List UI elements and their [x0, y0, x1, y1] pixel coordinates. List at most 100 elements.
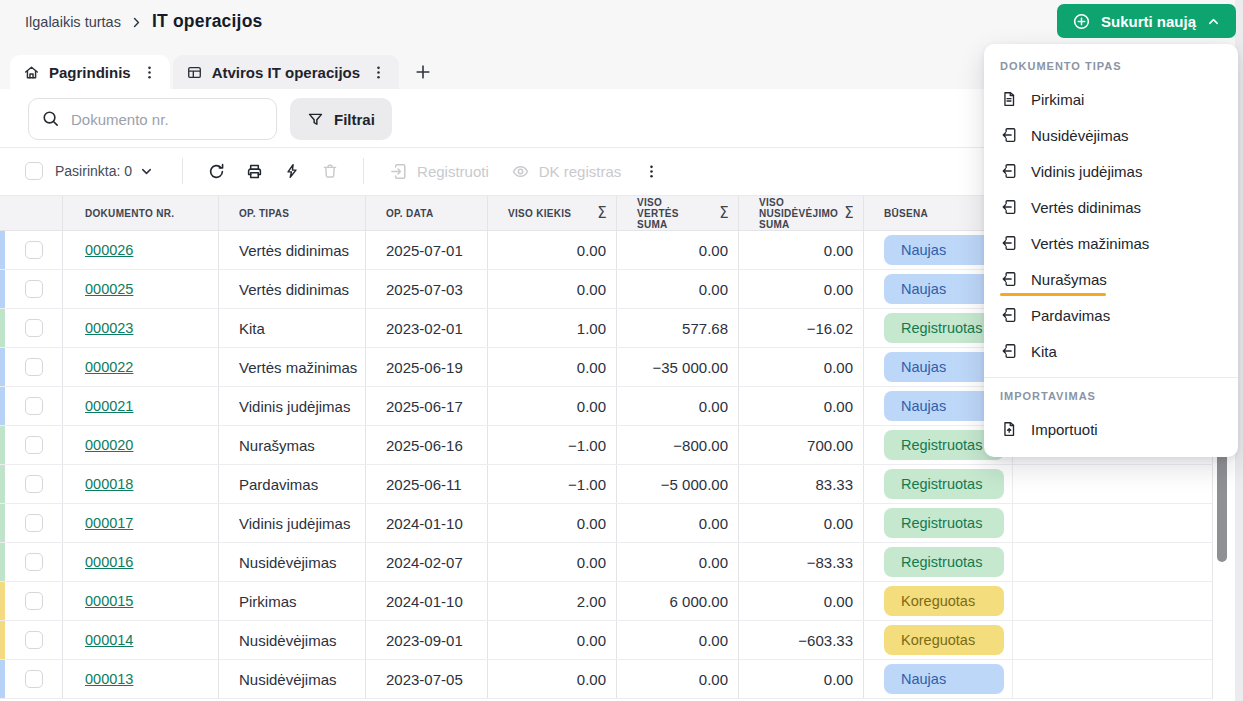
op-date-cell: 2025-06-11: [365, 465, 487, 503]
home-icon: [23, 64, 40, 81]
register-button[interactable]: Registruoti: [389, 162, 489, 181]
col-viso-vertes-suma[interactable]: VISO VERTĖS SUMA Σ: [616, 196, 738, 230]
table-row[interactable]: 000015 Pirkimas 2024-01-10 2.00 6 000.00…: [0, 582, 1213, 621]
file-export-icon: [1000, 126, 1018, 144]
filters-button[interactable]: Filtrai: [290, 98, 392, 140]
row-checkbox[interactable]: [25, 592, 43, 610]
depr-sum-cell: 0.00: [738, 582, 863, 620]
more-actions-button[interactable]: [632, 153, 670, 189]
depr-sum-cell: −16.02: [738, 309, 863, 347]
create-new-button[interactable]: Sukurti naują: [1057, 4, 1236, 38]
col-op-data[interactable]: OP. DATA: [365, 196, 487, 230]
row-checkbox[interactable]: [25, 553, 43, 571]
row-checkbox[interactable]: [25, 319, 43, 337]
tab-atviros-it-operacijos[interactable]: Atviros IT operacijos: [173, 55, 399, 89]
menu-item-kita[interactable]: Kita: [984, 333, 1238, 369]
col-viso-kiekis[interactable]: VISO KIEKIS Σ: [487, 196, 616, 230]
table-row[interactable]: 000014 Nusidėvėjimas 2023-09-01 0.00 0.0…: [0, 621, 1213, 660]
value-sum-cell: −5 000.00: [616, 465, 738, 503]
table-row[interactable]: 000018 Pardavimas 2025-06-11 −1.00 −5 00…: [0, 465, 1213, 504]
document-link[interactable]: 000023: [85, 320, 133, 336]
document-link[interactable]: 000020: [85, 437, 133, 453]
col-op-tipas[interactable]: OP. TIPAS: [218, 196, 365, 230]
op-type-cell: Vertės didinimas: [218, 270, 365, 308]
row-checkbox[interactable]: [25, 358, 43, 376]
menu-item-label: Importuoti: [1031, 421, 1098, 438]
menu-item-importuoti[interactable]: Importuoti: [984, 411, 1238, 447]
menu-item-vertės-didinimas[interactable]: Vertės didinimas: [984, 189, 1238, 225]
row-checkbox[interactable]: [25, 514, 43, 532]
file-export-icon: [1000, 162, 1018, 180]
refresh-button[interactable]: [197, 153, 235, 189]
op-date-cell: 2023-09-01: [365, 621, 487, 659]
op-date-cell: 2025-06-16: [365, 426, 487, 464]
document-link[interactable]: 000016: [85, 554, 133, 570]
document-link[interactable]: 000017: [85, 515, 133, 531]
dk-register-button[interactable]: DK registras: [511, 162, 622, 181]
value-sum-cell: 0.00: [616, 621, 738, 659]
search-input[interactable]: [28, 98, 277, 140]
row-status-stripe: [0, 231, 5, 269]
row-checkbox[interactable]: [25, 280, 43, 298]
menu-item-vertės-mažinimas[interactable]: Vertės mažinimas: [984, 225, 1238, 261]
plus-icon: [414, 63, 432, 81]
document-link[interactable]: 000025: [85, 281, 133, 297]
value-sum-cell: 577.68: [616, 309, 738, 347]
row-checkbox[interactable]: [25, 436, 43, 454]
tab-bar: Pagrindinis Atviros IT operacijos: [10, 55, 444, 89]
document-link[interactable]: 000014: [85, 632, 133, 648]
status-badge: Koreguotas: [884, 625, 1004, 655]
depr-sum-cell: −83.33: [738, 543, 863, 581]
row-checkbox[interactable]: [25, 397, 43, 415]
document-link[interactable]: 000026: [85, 242, 133, 258]
document-link[interactable]: 000015: [85, 593, 133, 609]
qty-cell: 1.00: [487, 309, 616, 347]
value-sum-cell: −35 000.00: [616, 348, 738, 386]
menu-item-pirkimai[interactable]: Pirkimai: [984, 81, 1238, 117]
document-link[interactable]: 000018: [85, 476, 133, 492]
file-export-icon: [1000, 270, 1018, 288]
op-type-cell: Nusidėvėjimas: [218, 543, 365, 581]
menu-item-label: Kita: [1031, 343, 1057, 360]
menu-item-pardavimas[interactable]: Pardavimas: [984, 297, 1238, 333]
empty-cell: [1012, 543, 1213, 581]
document-link[interactable]: 000022: [85, 359, 133, 375]
empty-cell: [1012, 465, 1213, 503]
sum-icon[interactable]: Σ: [844, 208, 863, 219]
delete-button[interactable]: [311, 153, 349, 189]
table-row[interactable]: 000013 Nusidėvėjimas 2023-07-05 0.00 0.0…: [0, 660, 1213, 699]
divider: [182, 158, 183, 184]
value-sum-cell: 0.00: [616, 231, 738, 269]
sum-icon[interactable]: Σ: [597, 208, 616, 219]
tab-kebab-icon[interactable]: [371, 65, 386, 80]
bulk-actions-button[interactable]: [273, 153, 311, 189]
row-checkbox[interactable]: [25, 475, 43, 493]
add-tab-button[interactable]: [402, 55, 444, 89]
table-row[interactable]: 000017 Vidinis judėjimas 2024-01-10 0.00…: [0, 504, 1213, 543]
dk-register-label: DK registras: [539, 163, 622, 180]
grid-icon: [186, 64, 203, 81]
row-checkbox[interactable]: [25, 670, 43, 688]
chevron-down-icon[interactable]: [139, 164, 154, 179]
document-link[interactable]: 000021: [85, 398, 133, 414]
row-status-stripe: [0, 426, 5, 464]
file-export-icon: [1000, 198, 1018, 216]
row-checkbox[interactable]: [25, 241, 43, 259]
menu-item-vidinis-judėjimas[interactable]: Vidinis judėjimas: [984, 153, 1238, 189]
print-button[interactable]: [235, 153, 273, 189]
row-checkbox[interactable]: [25, 631, 43, 649]
qty-cell: 0.00: [487, 621, 616, 659]
table-row[interactable]: 000016 Nusidėvėjimas 2024-02-07 0.00 0.0…: [0, 543, 1213, 582]
breadcrumb-parent[interactable]: Ilgalaikis turtas: [25, 14, 121, 30]
sum-icon[interactable]: Σ: [719, 208, 738, 219]
tab-kebab-icon[interactable]: [142, 65, 157, 80]
col-dokumento-nr[interactable]: DOKUMENTO NR.: [62, 196, 218, 230]
menu-item-nusidėvėjimas[interactable]: Nusidėvėjimas: [984, 117, 1238, 153]
document-link[interactable]: 000013: [85, 671, 133, 687]
menu-item-nurašymas[interactable]: Nurašymas: [984, 261, 1238, 297]
select-all-checkbox[interactable]: [25, 162, 43, 180]
op-type-cell: Vertės didinimas: [218, 231, 365, 269]
empty-cell: [1012, 504, 1213, 542]
tab-pagrindinis[interactable]: Pagrindinis: [10, 55, 170, 89]
col-viso-nusidevejimo-suma[interactable]: VISO NUSIDĖVĖJIMO SUMA Σ: [738, 196, 863, 230]
